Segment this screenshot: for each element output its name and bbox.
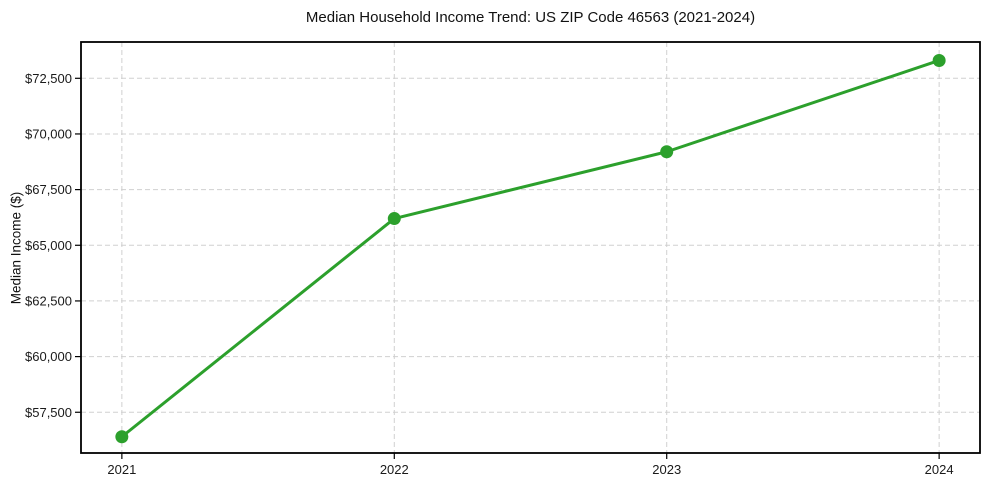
x-tick-label: 2024 <box>925 462 954 477</box>
data-point-2024 <box>932 53 946 67</box>
chart-title: Median Household Income Trend: US ZIP Co… <box>305 9 756 26</box>
data-point-2023 <box>660 145 674 159</box>
trend-line <box>120 58 941 439</box>
y-tick-label: $67,500 <box>25 182 72 197</box>
y-tick-label: $62,500 <box>25 293 72 308</box>
y-axis-title: Median Income ($) <box>8 191 24 305</box>
x-tick-label: 2023 <box>652 462 681 477</box>
x-tick-label: 2022 <box>380 462 409 477</box>
y-tick-label: $65,000 <box>25 238 72 253</box>
y-tick-label: $72,500 <box>25 71 72 86</box>
x-tick-label: 2021 <box>107 462 136 477</box>
y-tick-label: $60,000 <box>25 349 72 364</box>
data-point-2022 <box>387 212 401 226</box>
data-point-2021 <box>115 430 129 444</box>
y-tick-label: $57,500 <box>25 405 72 420</box>
plot-border <box>80 41 981 454</box>
y-tick-label: $70,000 <box>25 126 72 141</box>
